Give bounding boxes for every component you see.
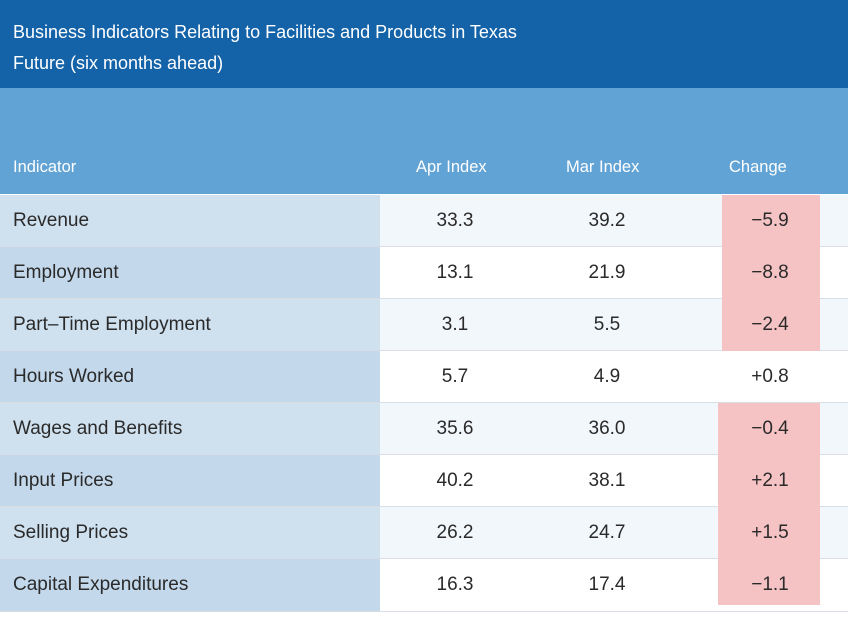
header-mar-index: Mar Index	[566, 158, 640, 176]
indicator-cell: Hours Worked	[0, 351, 380, 402]
mar-index-cell: 36.0	[588, 418, 626, 439]
change-cell: −0.4	[751, 418, 789, 439]
change-highlight	[718, 507, 820, 559]
change-highlight	[718, 455, 820, 507]
table-row: Capital Expenditures 16.3 17.4 −1.1	[0, 559, 848, 612]
mar-index-cell: 17.4	[588, 574, 626, 595]
table-row: Input Prices 40.2 38.1 +2.1	[0, 455, 848, 507]
apr-index-cell: 35.6	[436, 418, 474, 439]
mar-index-cell: 39.2	[588, 210, 626, 231]
mar-index-cell: 4.9	[593, 366, 621, 387]
indicator-cell: Capital Expenditures	[0, 559, 380, 611]
title-line-2: Future (six months ahead)	[13, 53, 224, 73]
apr-index-cell: 5.7	[441, 366, 469, 387]
table-row: Employment 13.1 21.9 −8.8	[0, 247, 848, 299]
change-cell: −1.1	[751, 574, 789, 595]
change-cell: −5.9	[751, 210, 789, 231]
mar-index-cell: 21.9	[588, 262, 626, 283]
change-cell: +1.5	[751, 522, 789, 543]
change-highlight	[722, 195, 820, 247]
change-cell: +2.1	[751, 470, 789, 491]
indicator-cell: Part–Time Employment	[0, 299, 380, 350]
header-change: Change	[729, 158, 787, 176]
change-highlight	[722, 299, 820, 351]
change-highlight	[718, 559, 820, 605]
mar-index-cell: 24.7	[588, 522, 626, 543]
apr-index-cell: 13.1	[436, 262, 474, 283]
indicator-cell: Employment	[0, 247, 380, 298]
table-row: Revenue 33.3 39.2 −5.9	[0, 195, 848, 247]
header-indicator: Indicator	[13, 158, 77, 176]
mar-index-cell: 5.5	[593, 314, 621, 335]
apr-index-cell: 16.3	[436, 574, 474, 595]
table-row: Selling Prices 26.2 24.7 +1.5	[0, 507, 848, 559]
change-cell: −8.8	[751, 262, 789, 283]
title-line-1: Business Indicators Relating to Faciliti…	[13, 22, 517, 42]
change-highlight	[718, 403, 820, 455]
apr-index-cell: 40.2	[436, 470, 474, 491]
table-row: Part–Time Employment 3.1 5.5 −2.4	[0, 299, 848, 351]
table-header: Indicator Apr Index Mar Index Change	[0, 88, 848, 194]
apr-index-cell: 33.3	[436, 210, 474, 231]
indicator-cell: Revenue	[0, 195, 380, 246]
apr-index-cell: 26.2	[436, 522, 474, 543]
change-cell: −2.4	[751, 314, 789, 335]
indicator-cell: Wages and Benefits	[0, 403, 380, 454]
apr-index-cell: 3.1	[441, 314, 469, 335]
table-title: Business Indicators Relating to Faciliti…	[0, 0, 848, 88]
mar-index-cell: 38.1	[588, 470, 626, 491]
change-cell: +0.8	[751, 366, 789, 387]
table-row: Wages and Benefits 35.6 36.0 −0.4	[0, 403, 848, 455]
indicator-cell: Input Prices	[0, 455, 380, 506]
header-apr-index: Apr Index	[416, 158, 487, 176]
change-highlight	[722, 247, 820, 299]
row-body	[380, 351, 848, 402]
table-row: Hours Worked 5.7 4.9 +0.8	[0, 351, 848, 403]
indicator-cell: Selling Prices	[0, 507, 380, 558]
